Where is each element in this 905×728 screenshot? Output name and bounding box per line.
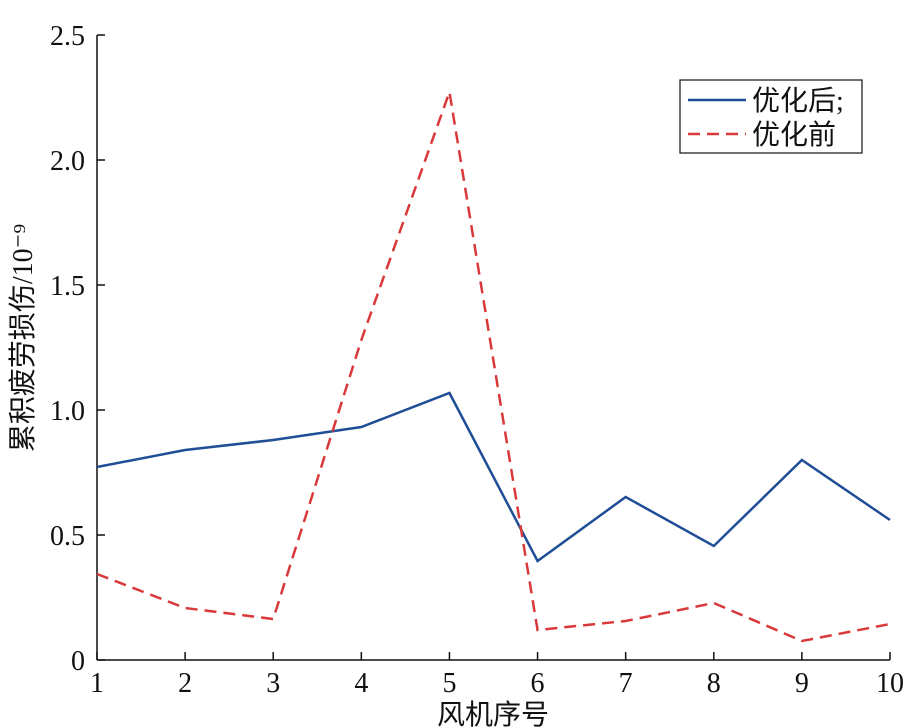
x-tick-label: 4 (354, 668, 368, 699)
x-tick-label: 3 (266, 668, 280, 699)
legend-box (679, 79, 863, 154)
legend-label: 优化前 (752, 119, 836, 151)
x-tick-label: 2 (178, 668, 192, 699)
y-tick-label: 1.0 (50, 396, 85, 427)
y-tick-label: 1.5 (50, 271, 85, 302)
x-tick-label: 5 (442, 668, 456, 699)
y-tick-label: 0 (71, 646, 85, 677)
x-tick-label: 7 (619, 668, 633, 699)
y-tick-label: 2.5 (50, 21, 85, 52)
x-tick-label: 10 (876, 668, 904, 699)
y-tick-label: 0.5 (50, 521, 85, 552)
x-tick-label: 6 (531, 668, 545, 699)
y-tick-label: 2.0 (50, 146, 85, 177)
x-axis-label: 风机序号 (437, 699, 549, 728)
x-tick-label: 9 (795, 668, 809, 699)
x-tick-label: 8 (707, 668, 721, 699)
series-line (96, 91, 891, 643)
legend-label: 优化后; (752, 85, 844, 117)
series-line (96, 391, 891, 563)
x-tick-label: 1 (90, 668, 104, 699)
y-axis-label: 累积疲劳损伤/10⁻⁹ (7, 224, 39, 452)
